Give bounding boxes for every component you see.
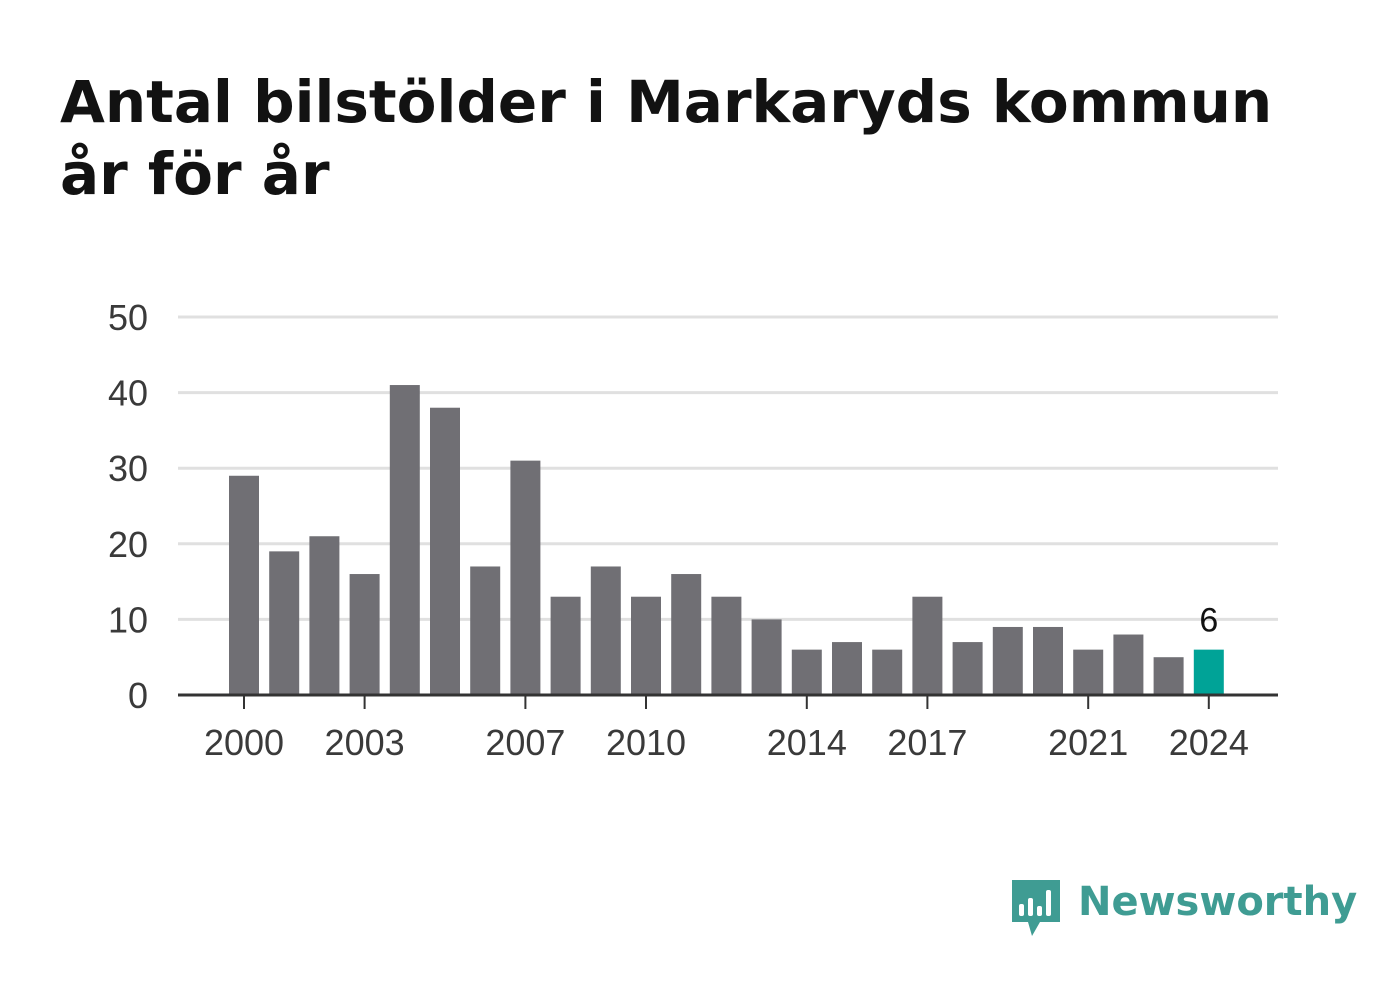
y-tick-label: 40 (108, 373, 148, 414)
bar-2001 (269, 551, 300, 695)
bar-2022 (1113, 634, 1144, 695)
x-tick-label: 2021 (1048, 722, 1128, 763)
y-axis-labels: 0 10 20 30 40 50 (108, 297, 148, 716)
bar-2023 (1153, 657, 1184, 695)
y-tick-label: 20 (108, 524, 148, 565)
x-tick-label: 2014 (767, 722, 847, 763)
x-axis-labels: 2000 2003 2007 2010 2014 2017 2021 2024 (204, 695, 1249, 763)
bar-2018 (952, 642, 983, 695)
bar-2012 (711, 596, 742, 695)
bar-2019 (992, 626, 1023, 695)
bar-2014 (791, 649, 822, 695)
bar-2016 (872, 649, 903, 695)
bar-2006 (470, 566, 501, 695)
bar-2020 (1033, 626, 1063, 695)
bar-2000 (229, 475, 259, 695)
bar-2024 (1193, 649, 1224, 695)
bar-2004 (389, 385, 420, 695)
y-tick-label: 50 (108, 297, 148, 338)
x-tick-label: 2010 (606, 722, 686, 763)
bar-2008 (550, 596, 581, 695)
bars (229, 385, 1224, 695)
bar-2002 (309, 536, 340, 695)
bar-2003 (349, 574, 380, 695)
data-labels: 6 (1199, 602, 1218, 640)
brand-name: Newsworthy (1078, 879, 1358, 925)
bar-2009 (590, 566, 621, 695)
x-tick-label: 2024 (1169, 722, 1249, 763)
bar-2021 (1073, 649, 1104, 695)
bar-2007 (510, 460, 541, 695)
x-tick-label: 2017 (887, 722, 967, 763)
bar-2010 (631, 596, 661, 695)
bar-2011 (671, 574, 702, 695)
x-tick-label: 2003 (325, 722, 405, 763)
x-tick-label: 2007 (485, 722, 565, 763)
gridlines (178, 315, 1278, 621)
y-tick-label: 30 (108, 448, 148, 489)
newsworthy-logo-icon (1012, 880, 1060, 936)
chart-title: Antal bilstölder i Markaryds kommun år f… (60, 68, 1273, 208)
x-tick-label: 2000 (204, 722, 284, 763)
bar-2017 (912, 596, 943, 695)
y-tick-label: 10 (108, 599, 148, 640)
bar-2005 (430, 407, 460, 695)
y-tick-label: 0 (128, 675, 148, 716)
data-label-highlight: 6 (1199, 602, 1218, 640)
bar-2013 (751, 619, 782, 695)
bar-2015 (832, 642, 862, 695)
